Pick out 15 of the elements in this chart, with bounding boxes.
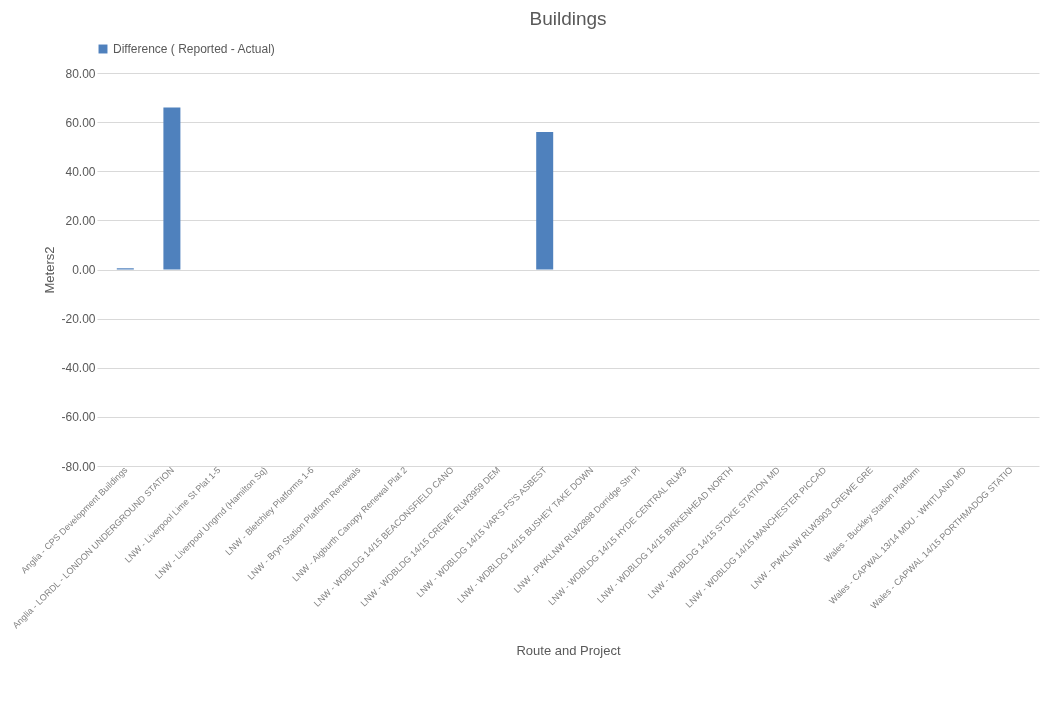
y-tick-label: -60.00 bbox=[61, 410, 96, 425]
y-tick-label: -40.00 bbox=[61, 361, 96, 376]
y-tick-label: 20.00 bbox=[65, 213, 96, 228]
bar bbox=[536, 131, 554, 270]
y-tick-label: 0.00 bbox=[72, 263, 96, 277]
x-axis-title: Route and Project bbox=[516, 642, 621, 658]
y-tick-label: -20.00 bbox=[61, 312, 96, 327]
legend-label: Difference ( Reported - Actual) bbox=[113, 42, 275, 56]
y-tick-label: -80.00 bbox=[61, 459, 96, 474]
chart-title: Buildings bbox=[529, 8, 607, 29]
y-tick-label: 40.00 bbox=[65, 164, 96, 179]
y-tick-label: 60.00 bbox=[65, 115, 96, 130]
bar bbox=[163, 107, 181, 270]
y-tick-label: 80.00 bbox=[65, 66, 96, 81]
y-axis-title: Meters2 bbox=[42, 246, 58, 294]
